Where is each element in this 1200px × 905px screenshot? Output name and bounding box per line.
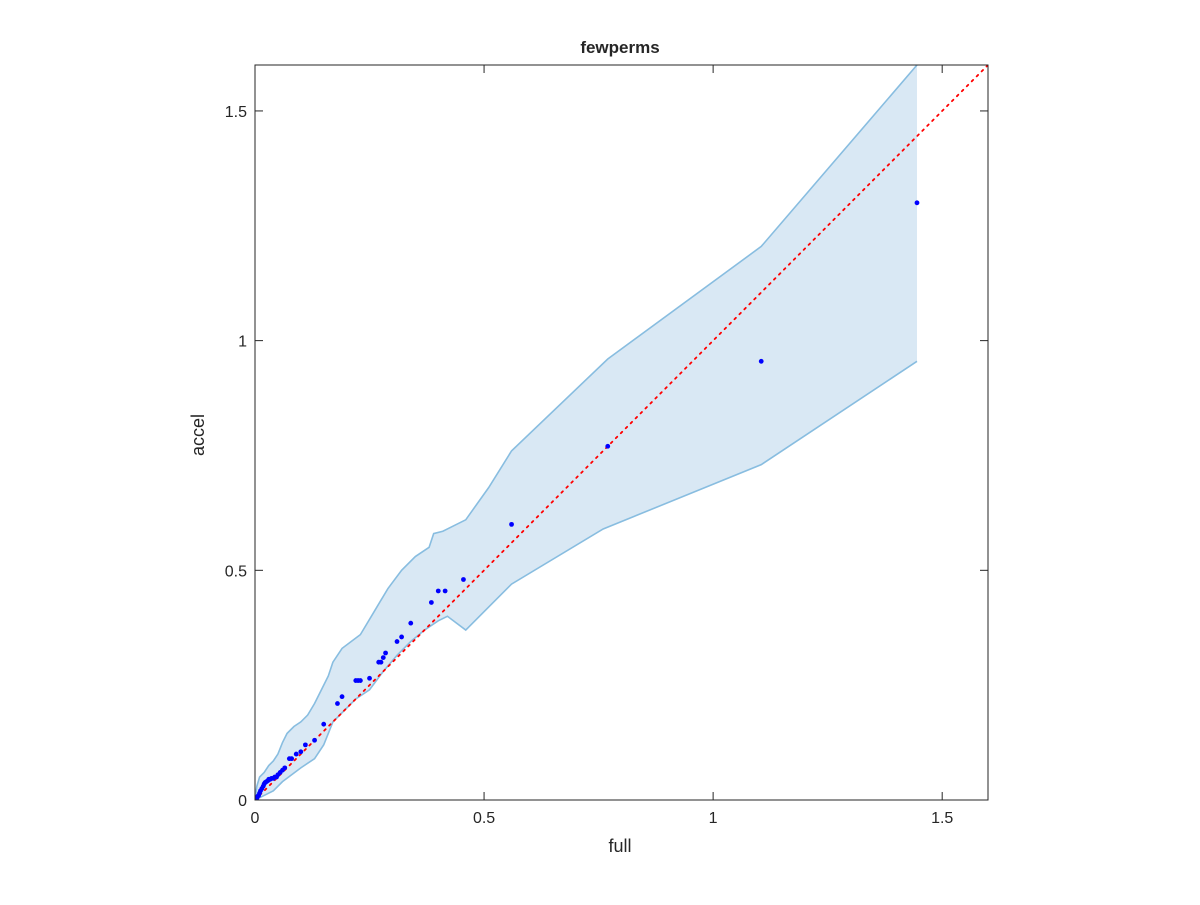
x-tick-label: 0.5 xyxy=(473,810,495,827)
data-point xyxy=(289,756,295,762)
chart-title: fewperms xyxy=(580,38,659,57)
data-point xyxy=(435,588,441,594)
data-point xyxy=(298,749,304,755)
data-point xyxy=(367,675,372,681)
data-point xyxy=(383,650,388,656)
data-point xyxy=(461,577,466,582)
data-point xyxy=(302,742,308,748)
y-axis-label: accel xyxy=(188,414,208,456)
plot-area: 0 0.5 1 1.5 0 0.5 1 1.5 xyxy=(225,64,989,827)
data-point xyxy=(758,358,764,364)
data-point xyxy=(378,659,384,665)
y-tick-label: 0 xyxy=(238,793,247,810)
confidence-band-fill xyxy=(255,65,917,800)
y-tick-label: 0.5 xyxy=(225,563,247,580)
reference-line xyxy=(255,65,988,800)
data-point xyxy=(282,765,288,771)
data-point xyxy=(509,521,514,527)
x-tick-label: 0 xyxy=(251,810,260,827)
data-point xyxy=(394,639,400,644)
x-tick-label: 1 xyxy=(709,810,718,827)
data-point xyxy=(321,721,327,727)
axes-box xyxy=(254,64,989,801)
data-point xyxy=(293,751,299,757)
x-axis-label: full xyxy=(608,836,631,856)
data-point xyxy=(339,694,345,700)
data-point xyxy=(408,620,414,626)
plot-clip-group xyxy=(255,65,988,800)
band-upper-edge xyxy=(255,65,918,800)
data-point xyxy=(312,737,317,743)
y-tick-label: 1.5 xyxy=(225,104,247,121)
data-point xyxy=(605,443,611,449)
data-point xyxy=(399,634,404,640)
data-point xyxy=(335,701,340,706)
data-point xyxy=(428,600,434,605)
data-point xyxy=(914,200,920,206)
data-point xyxy=(442,588,448,594)
band-lower-edge xyxy=(255,360,918,800)
x-tick-label: 1.5 xyxy=(931,810,953,827)
data-point xyxy=(380,655,386,660)
y-tick-label: 1 xyxy=(238,334,247,351)
data-point xyxy=(357,678,363,683)
